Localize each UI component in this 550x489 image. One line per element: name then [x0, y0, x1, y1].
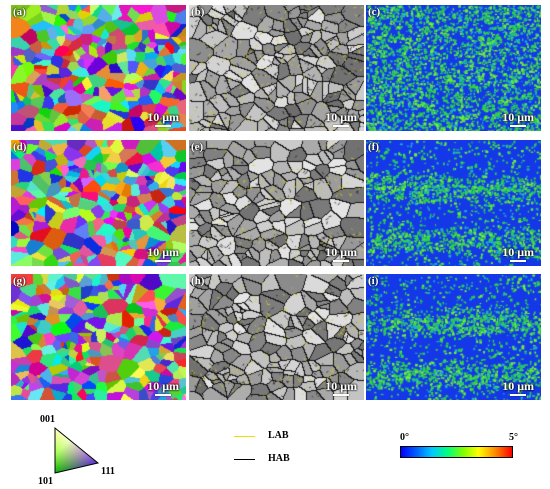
panel-label: (h)	[191, 275, 205, 287]
scale-bar-label: 10 μm	[502, 110, 534, 124]
panel-a-ipf-map: (a) 10 μm	[11, 5, 186, 131]
scale-bar-label: 10 μm	[502, 245, 534, 259]
scale-bar: 10 μm	[502, 111, 534, 127]
scale-bar: 10 μm	[325, 246, 357, 262]
scale-bar-label: 10 μm	[325, 379, 357, 393]
ipf-triangle	[54, 426, 100, 474]
scale-bar-line	[333, 394, 350, 396]
lab-line-sample	[234, 436, 255, 437]
scale-bar: 10 μm	[502, 246, 534, 262]
scale-bar-line	[333, 125, 350, 127]
scale-bar-label: 10 μm	[147, 379, 179, 393]
scale-bar-line	[333, 260, 350, 262]
scale-bar: 10 μm	[325, 111, 357, 127]
panel-h-boundary-map: (h) 10 μm	[189, 274, 364, 400]
kam-map-image	[366, 5, 541, 131]
ipf-map-image	[11, 5, 186, 131]
kam-map-image	[366, 274, 541, 400]
hab-line-sample	[234, 459, 255, 460]
kam-map-image	[366, 140, 541, 266]
scale-bar: 10 μm	[147, 111, 179, 127]
panel-label: (c)	[368, 6, 381, 18]
panel-label: (a)	[13, 6, 26, 18]
panel-label: (e)	[191, 141, 204, 153]
band-contrast-image	[189, 140, 364, 266]
scale-bar-label: 10 μm	[502, 379, 534, 393]
panel-i-kam-map: (i) 10 μm	[366, 274, 541, 400]
scale-bar: 10 μm	[147, 246, 179, 262]
scale-bar: 10 μm	[502, 380, 534, 396]
scale-bar-line	[155, 394, 172, 396]
colorbar-max-label: 5°	[509, 432, 518, 443]
scale-bar-label: 10 μm	[147, 245, 179, 259]
scale-bar: 10 μm	[325, 380, 357, 396]
panel-d-ipf-map: (d) 10 μm	[11, 140, 186, 266]
scale-bar: 10 μm	[147, 380, 179, 396]
scale-bar-line	[155, 125, 172, 127]
panel-g-ipf-map: (g) 10 μm	[11, 274, 186, 400]
ipf-label-001: 001	[40, 414, 55, 425]
panel-label: (b)	[191, 6, 205, 18]
scale-bar-label: 10 μm	[325, 110, 357, 124]
ipf-label-101: 101	[38, 476, 53, 487]
colorbar-min-label: 0°	[400, 432, 409, 443]
colorbar-gradient	[400, 446, 513, 458]
hab-label: HAB	[268, 453, 290, 464]
scale-bar-label: 10 μm	[147, 110, 179, 124]
ipf-map-image	[11, 140, 186, 266]
panel-f-kam-map: (f) 10 μm	[366, 140, 541, 266]
panel-c-kam-map: (c) 10 μm	[366, 5, 541, 131]
panel-e-boundary-map: (e) 10 μm	[189, 140, 364, 266]
panel-label: (f)	[368, 141, 379, 153]
ipf-label-111: 111	[101, 466, 115, 477]
scale-bar-label: 10 μm	[325, 245, 357, 259]
band-contrast-image	[189, 5, 364, 131]
scale-bar-line	[510, 260, 527, 262]
band-contrast-image	[189, 274, 364, 400]
lab-label: LAB	[268, 430, 289, 441]
scale-bar-line	[510, 125, 527, 127]
panel-label: (g)	[13, 275, 26, 287]
scale-bar-line	[155, 260, 172, 262]
panel-label: (i)	[368, 275, 379, 287]
panel-b-boundary-map: (b) 10 μm	[189, 5, 364, 131]
panel-label: (d)	[13, 141, 27, 153]
ipf-map-image	[11, 274, 186, 400]
scale-bar-line	[510, 394, 527, 396]
